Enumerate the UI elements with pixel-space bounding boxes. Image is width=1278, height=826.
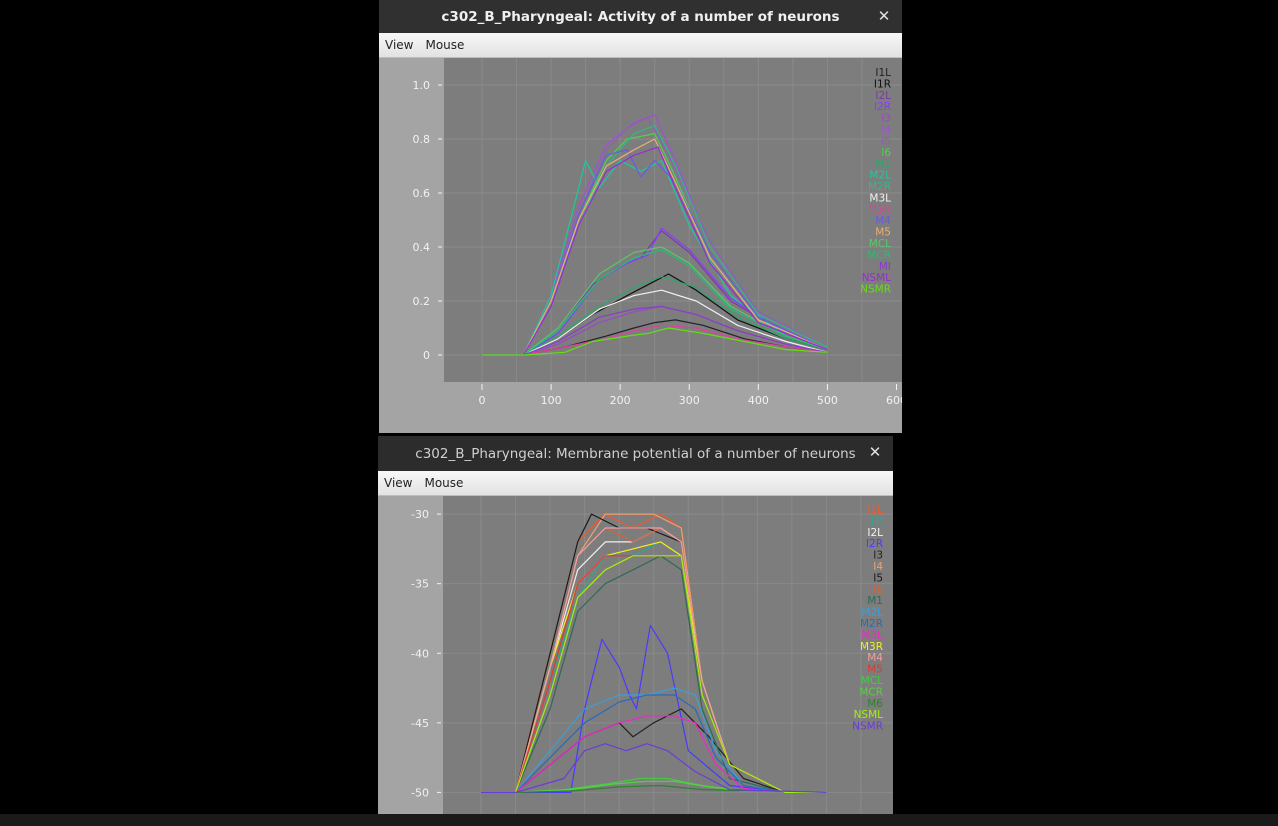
x-tick-label: 200 — [610, 394, 631, 407]
membrane-titlebar[interactable]: c302_B_Pharyngeal: Membrane potential of… — [378, 436, 893, 471]
y-tick-label: 0.6 — [413, 187, 431, 200]
legend-entry[interactable]: I2R — [866, 538, 883, 550]
y-tick-label: -40 — [411, 647, 429, 660]
membrane-menu-mouse[interactable]: Mouse — [424, 476, 464, 490]
activity-menu-mouse[interactable]: Mouse — [425, 38, 465, 52]
legend-entry[interactable]: M5 — [875, 227, 891, 239]
legend-entry[interactable]: NSMR — [852, 721, 883, 733]
legend-entry[interactable]: M2R — [860, 618, 883, 630]
y-tick-label: 0.8 — [413, 133, 431, 146]
legend-entry[interactable]: M2R — [868, 181, 891, 193]
membrane-menu-view[interactable]: View — [384, 476, 413, 490]
series-line-nsml — [482, 146, 828, 356]
series-line-nsmr — [481, 743, 827, 793]
legend-entry[interactable]: NSML — [862, 272, 892, 284]
legend-entry[interactable]: M2L — [869, 170, 891, 182]
plot-area — [443, 496, 893, 826]
series-line-i2r — [481, 624, 827, 793]
activity-menu-view[interactable]: View — [385, 38, 414, 52]
taskbar — [0, 814, 1278, 826]
series-line-mi — [482, 305, 828, 356]
plot-area — [444, 58, 902, 382]
legend-entry[interactable]: M6 — [867, 698, 883, 710]
y-tick-label: 0.4 — [413, 241, 431, 254]
legend-entry[interactable]: M1 — [875, 158, 891, 170]
legend-entry[interactable]: I6 — [873, 584, 883, 596]
activity-window: c302_B_Pharyngeal: Activity of a number … — [379, 0, 902, 433]
legend-entry[interactable]: I1R — [874, 78, 891, 90]
legend-entry[interactable]: NSML — [854, 709, 884, 721]
membrane-chart[interactable]: -30 -35 -40 -45 -50 I1LI1RI2LI2RI3I4I5I6M1M2L… — [378, 496, 893, 826]
legend-entry[interactable]: I4 — [881, 124, 891, 136]
series-line-m3l — [482, 289, 828, 356]
membrane-menubar: View Mouse — [378, 471, 893, 496]
legend-entry[interactable]: I2L — [867, 527, 883, 539]
legend-entry[interactable]: I1L — [875, 67, 891, 79]
membrane-close-icon[interactable]: ✕ — [868, 443, 882, 461]
series-line-mcl — [482, 246, 828, 356]
membrane-window-title: c302_B_Pharyngeal: Membrane potential of… — [415, 445, 856, 462]
legend-entry[interactable]: NSMR — [860, 284, 891, 296]
series-line-m5 — [482, 138, 828, 356]
legend-entry[interactable]: I3 — [881, 113, 891, 125]
legend-entry[interactable]: I4 — [873, 561, 883, 573]
legend-entry[interactable]: I5 — [873, 572, 883, 584]
x-tick-label: 600 — [886, 394, 902, 407]
x-tick-label: 500 — [817, 394, 838, 407]
y-tick-label: 1.0 — [413, 79, 431, 92]
legend-entry[interactable]: I1L — [867, 504, 883, 516]
series-line-m2l — [482, 160, 828, 356]
series-line-nsmr — [482, 327, 828, 356]
y-tick-label: 0 — [423, 349, 430, 362]
legend-entry[interactable]: M3L — [861, 629, 883, 641]
y-tick-label: -50 — [411, 786, 429, 799]
legend-entry[interactable]: I6 — [881, 147, 891, 159]
legend-entry[interactable]: M3R — [868, 204, 891, 216]
legend-entry[interactable]: M4 — [867, 652, 883, 664]
legend[interactable]: I1LI1RI2LI2RI3I4I5I6M1M2LM2RM3LM3RM4M5MC… — [852, 504, 883, 733]
legend-entry[interactable]: MI — [879, 261, 891, 273]
activity-close-icon[interactable]: ✕ — [877, 7, 891, 25]
series-line-m3l — [481, 715, 827, 793]
y-tick-label: -45 — [411, 717, 429, 730]
legend-entry[interactable]: I5 — [881, 135, 891, 147]
legend-entry[interactable]: MCL — [861, 675, 883, 687]
series-line-nsml — [481, 555, 827, 793]
series-line-m2r — [481, 694, 827, 793]
legend-entry[interactable]: I3 — [873, 550, 883, 562]
y-tick-label: 0.2 — [413, 295, 431, 308]
y-tick-label: -30 — [411, 508, 429, 521]
legend-entry[interactable]: I1R — [866, 515, 883, 527]
activity-titlebar[interactable]: c302_B_Pharyngeal: Activity of a number … — [379, 0, 902, 33]
x-tick-label: 300 — [679, 394, 700, 407]
legend-entry[interactable]: M1 — [867, 595, 883, 607]
activity-window-title: c302_B_Pharyngeal: Activity of a number … — [441, 8, 840, 25]
series-group — [482, 114, 828, 356]
legend-entry[interactable]: M3L — [869, 192, 891, 204]
activity-menubar: View Mouse — [379, 33, 902, 58]
legend-entry[interactable]: M5 — [867, 664, 883, 676]
legend[interactable]: I1LI1RI2LI2RI3I4I5I6M1M2LM2RM3LM3RM4M5MC… — [860, 67, 891, 296]
legend-entry[interactable]: I2L — [875, 90, 891, 102]
legend-entry[interactable]: M3R — [860, 641, 883, 653]
membrane-window: c302_B_Pharyngeal: Membrane potential of… — [378, 436, 893, 826]
x-tick-label: 100 — [541, 394, 562, 407]
grid — [444, 58, 902, 382]
legend-entry[interactable]: MCR — [867, 249, 891, 261]
activity-chart[interactable]: 0 0.2 0.4 0.6 0.8 1.0 0 100 200 300 400 500 600 I1LI1… — [379, 58, 902, 433]
series-group — [481, 513, 827, 793]
legend-entry[interactable]: M4 — [875, 215, 891, 227]
series-line-m3r — [482, 324, 828, 356]
legend-entry[interactable]: MCR — [859, 686, 883, 698]
series-line-i2r — [482, 227, 828, 356]
legend-entry[interactable]: I2R — [874, 101, 891, 113]
series-line-m1 — [482, 276, 828, 356]
x-tick-label: 400 — [748, 394, 769, 407]
legend-entry[interactable]: M2L — [861, 607, 883, 619]
legend-entry[interactable]: MCL — [869, 238, 891, 250]
y-tick-label: -35 — [411, 578, 429, 591]
x-tick-label: 0 — [479, 394, 486, 407]
